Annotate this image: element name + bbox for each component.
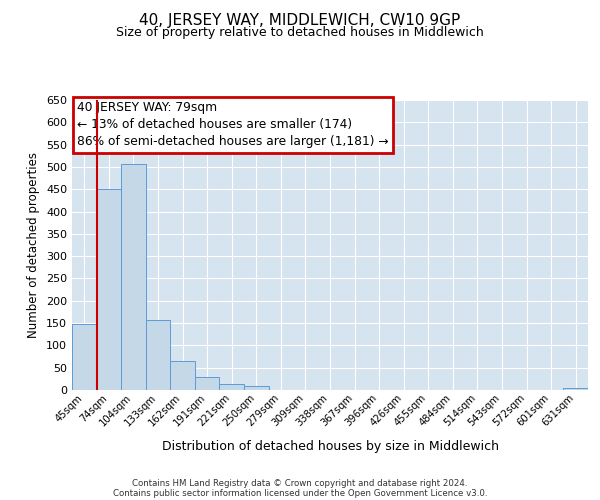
- Text: 40, JERSEY WAY, MIDDLEWICH, CW10 9GP: 40, JERSEY WAY, MIDDLEWICH, CW10 9GP: [139, 12, 461, 28]
- Bar: [195, 376, 220, 390]
- Bar: [72, 324, 97, 390]
- Bar: [121, 164, 146, 390]
- Bar: [97, 189, 121, 390]
- Bar: [146, 320, 170, 390]
- Bar: [563, 388, 588, 390]
- Bar: [170, 361, 195, 390]
- Text: Size of property relative to detached houses in Middlewich: Size of property relative to detached ho…: [116, 26, 484, 39]
- X-axis label: Distribution of detached houses by size in Middlewich: Distribution of detached houses by size …: [161, 440, 499, 452]
- Text: Contains HM Land Registry data © Crown copyright and database right 2024.: Contains HM Land Registry data © Crown c…: [132, 478, 468, 488]
- Bar: [220, 384, 244, 390]
- Y-axis label: Number of detached properties: Number of detached properties: [28, 152, 40, 338]
- Bar: [244, 386, 269, 390]
- Text: Contains public sector information licensed under the Open Government Licence v3: Contains public sector information licen…: [113, 488, 487, 498]
- Text: 40 JERSEY WAY: 79sqm
← 13% of detached houses are smaller (174)
86% of semi-deta: 40 JERSEY WAY: 79sqm ← 13% of detached h…: [77, 102, 389, 148]
